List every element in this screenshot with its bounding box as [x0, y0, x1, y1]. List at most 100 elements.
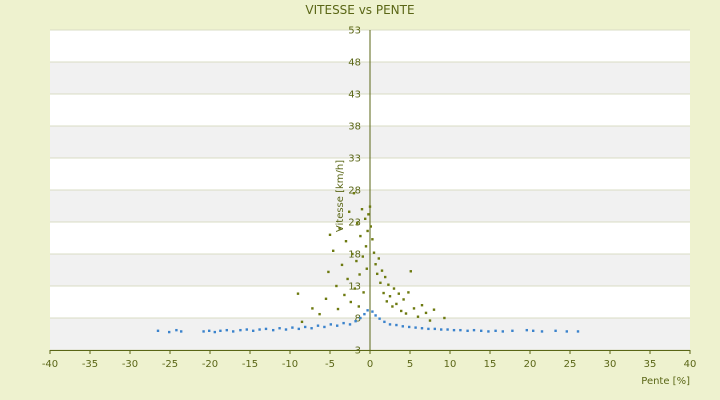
data-point [272, 328, 275, 332]
data-point [427, 327, 430, 331]
data-point [336, 324, 339, 327]
data-point [532, 329, 535, 332]
data-point [356, 222, 359, 225]
data-point [208, 329, 211, 332]
data-point [335, 284, 338, 288]
data-point [360, 208, 364, 211]
x-axis-label: Pente [%] [641, 376, 690, 387]
data-point [297, 327, 300, 331]
data-point [349, 300, 352, 304]
data-point [409, 270, 412, 273]
data-point [202, 330, 205, 333]
data-point [459, 328, 462, 332]
data-point [252, 329, 255, 332]
data-point [225, 328, 228, 332]
data-point [336, 307, 340, 311]
data-point [372, 251, 376, 254]
data-point [340, 263, 344, 267]
data-point [420, 304, 424, 307]
y-tick-label: 13 [348, 282, 361, 293]
data-point [304, 325, 307, 329]
data-point [362, 291, 365, 294]
data-point [487, 330, 490, 333]
data-point [338, 227, 341, 230]
x-tick-label: -20 [202, 359, 218, 370]
y-tick-label: 28 [348, 186, 361, 197]
data-point [180, 330, 183, 333]
data-point [346, 277, 349, 281]
data-point [371, 238, 374, 241]
data-point [239, 328, 242, 332]
data-point [342, 321, 345, 325]
data-point [354, 320, 357, 323]
data-point [472, 328, 476, 332]
data-point [365, 267, 368, 270]
data-point [432, 308, 436, 311]
data-point [219, 329, 222, 332]
data-point [369, 225, 372, 228]
data-point [291, 326, 294, 329]
data-point [296, 292, 300, 295]
x-tick-label: 20 [524, 359, 537, 370]
data-point [352, 192, 356, 195]
data-point [258, 328, 261, 331]
data-point [300, 320, 304, 324]
data-point [348, 210, 351, 213]
x-tick-label: -30 [122, 359, 138, 370]
data-point [368, 205, 372, 208]
x-tick-label: -25 [162, 359, 178, 370]
data-point [428, 319, 432, 322]
data-point [397, 292, 400, 295]
data-point [443, 316, 446, 320]
data-point [361, 255, 364, 258]
data-point [480, 329, 483, 332]
data-point [452, 328, 456, 332]
data-point [366, 309, 369, 312]
data-point [525, 328, 528, 332]
x-tick-label: 30 [604, 359, 617, 370]
data-point [316, 324, 320, 327]
x-tick-label: -5 [325, 359, 335, 370]
y-tick-label: 48 [348, 58, 361, 69]
data-point [420, 327, 424, 330]
data-point [565, 330, 568, 333]
data-point [400, 309, 403, 313]
data-point [357, 305, 360, 308]
data-point [359, 316, 362, 320]
data-point [343, 293, 346, 297]
y-tick-label: 18 [348, 250, 361, 261]
data-point [232, 330, 235, 333]
data-point [404, 312, 408, 315]
data-point [324, 297, 328, 300]
data-point [576, 330, 580, 333]
data-point [395, 302, 398, 306]
x-tick-label: 0 [367, 359, 373, 370]
data-point [378, 317, 381, 320]
x-tick-label: 35 [644, 359, 657, 370]
data-point [391, 305, 394, 308]
data-point [511, 329, 514, 332]
data-point [414, 326, 417, 329]
data-point [440, 328, 443, 331]
data-point [385, 300, 388, 303]
x-tick-labels: -40 -35 -30 -25 -20 -15 -10 -5 0 5 10 15 20 25 30 35 40 [42, 350, 696, 370]
data-point [371, 310, 374, 313]
y-tick-label: 8 [355, 314, 361, 325]
data-point [348, 323, 352, 326]
data-point [407, 291, 410, 294]
y-tick-label: 38 [348, 122, 361, 133]
data-point [353, 287, 356, 290]
data-point [402, 298, 405, 301]
data-point [367, 213, 370, 216]
y-tick-label: 53 [348, 26, 361, 37]
data-point [387, 283, 390, 286]
x-tick-label: -35 [82, 359, 98, 370]
chart-title: VITESSE vs PENTE [305, 3, 414, 17]
data-point [401, 325, 404, 328]
data-point [408, 325, 411, 329]
data-point [377, 257, 380, 260]
data-point [374, 263, 377, 266]
data-point [284, 328, 288, 331]
y-tick-label: 33 [348, 154, 361, 165]
